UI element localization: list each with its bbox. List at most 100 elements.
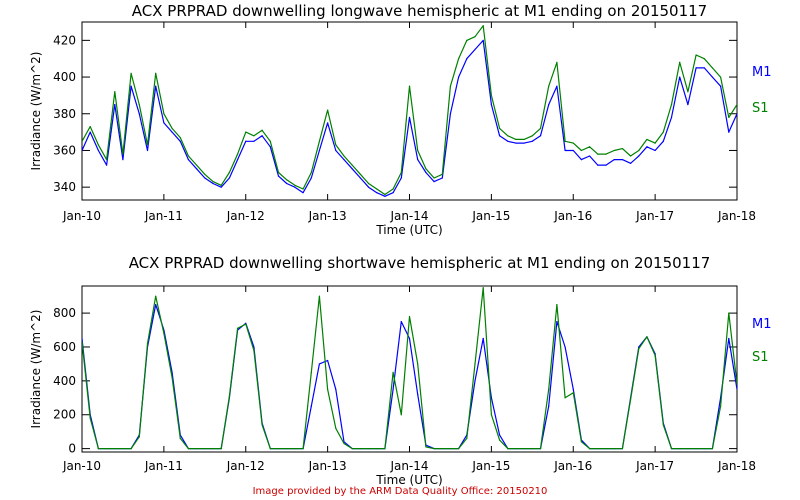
x-tick-label: Jan-14 [389,209,428,223]
data-point-m1 [384,195,386,197]
data-point-m1 [679,76,681,78]
data-point-s1 [228,171,230,174]
longwave-panel: ACX PRPRAD downwelling longwave hemisphe… [29,2,772,237]
data-point-s1 [687,448,689,450]
data-point-m1 [236,159,239,161]
data-point-s1 [122,153,124,155]
data-point-s1 [687,91,689,93]
series-line-m1 [82,304,737,450]
data-point-m1 [228,177,230,179]
x-tick-label: Jan-16 [553,459,592,473]
data-point-s1 [286,179,288,181]
data-point-m1 [687,103,689,106]
data-point-m1 [343,159,345,161]
data-point-m1 [728,131,730,133]
data-point-m1 [605,164,607,166]
data-point-m1 [408,116,411,119]
data-point-m1 [736,388,737,390]
data-point-s1 [220,448,222,450]
data-point-s1 [277,171,280,174]
data-point-m1 [155,304,157,306]
data-point-m1 [105,164,108,166]
data-point-m1 [449,113,452,115]
data-point-m1 [417,159,419,161]
data-point-s1 [220,184,222,186]
legend-entry-m1: M1 [752,65,772,80]
data-point-m1 [269,146,271,148]
data-point-s1 [466,39,468,41]
data-point-m1 [589,155,591,157]
x-tick-label: Jan-17 [635,459,674,473]
data-point-s1 [605,153,607,155]
data-point-s1 [171,127,173,130]
x-axis-label: Time (UTC) [375,223,442,237]
data-point-s1 [621,448,623,450]
data-point-m1 [318,149,321,152]
data-point-s1 [392,188,394,190]
data-point-s1 [720,76,722,78]
data-point-s1 [376,448,378,450]
data-point-s1 [236,153,239,155]
data-point-s1 [572,392,574,394]
data-point-s1 [146,342,149,345]
data-point-s1 [253,349,255,351]
data-point-m1 [474,380,476,382]
data-point-s1 [531,135,533,137]
data-point-s1 [703,448,705,450]
data-point-s1 [82,140,83,142]
data-point-s1 [187,448,190,450]
y-tick-label: 800 [53,306,76,320]
series-line-s1 [82,25,737,196]
data-point-s1 [253,135,255,137]
data-point-m1 [376,192,378,194]
data-point-m1 [82,149,83,152]
data-point-s1 [163,332,165,335]
data-point-s1 [367,182,370,185]
data-point-s1 [556,304,558,306]
data-point-s1 [515,138,517,141]
data-point-s1 [507,448,509,450]
data-point-s1 [662,131,664,133]
data-point-s1 [433,448,435,450]
data-point-m1 [474,48,476,51]
data-point-s1 [318,295,321,297]
data-point-s1 [589,448,591,450]
data-point-s1 [711,67,714,69]
data-point-m1 [310,405,312,407]
data-point-s1 [629,398,632,401]
data-point-s1 [482,287,484,289]
data-point-m1 [89,131,91,133]
data-point-m1 [277,175,280,177]
x-tick-label: Jan-12 [226,459,265,473]
data-point-s1 [89,125,91,128]
data-point-s1 [711,448,714,450]
data-point-s1 [498,439,501,441]
data-point-s1 [261,129,263,131]
data-point-s1 [646,138,648,141]
data-point-m1 [564,149,566,152]
data-point-s1 [589,146,591,148]
data-point-m1 [367,186,370,188]
data-point-s1 [433,177,435,179]
y-tick-label: 380 [53,107,76,121]
x-tick-label: Jan-18 [717,459,756,473]
data-point-s1 [572,142,574,144]
data-point-s1 [523,138,525,141]
x-tick-label: Jan-18 [717,209,756,223]
data-point-s1 [245,131,247,133]
data-point-m1 [638,155,640,157]
data-point-s1 [130,72,132,74]
data-point-m1 [654,149,656,152]
data-point-s1 [212,181,214,183]
data-point-s1 [679,61,681,63]
data-point-s1 [539,127,542,130]
data-point-s1 [236,327,239,329]
data-point-s1 [548,388,550,390]
data-point-m1 [212,182,214,185]
data-point-m1 [482,337,484,340]
data-point-s1 [286,448,288,450]
data-point-s1 [343,442,345,445]
data-point-s1 [580,441,583,443]
data-point-s1 [114,448,116,450]
series-group [82,25,737,197]
